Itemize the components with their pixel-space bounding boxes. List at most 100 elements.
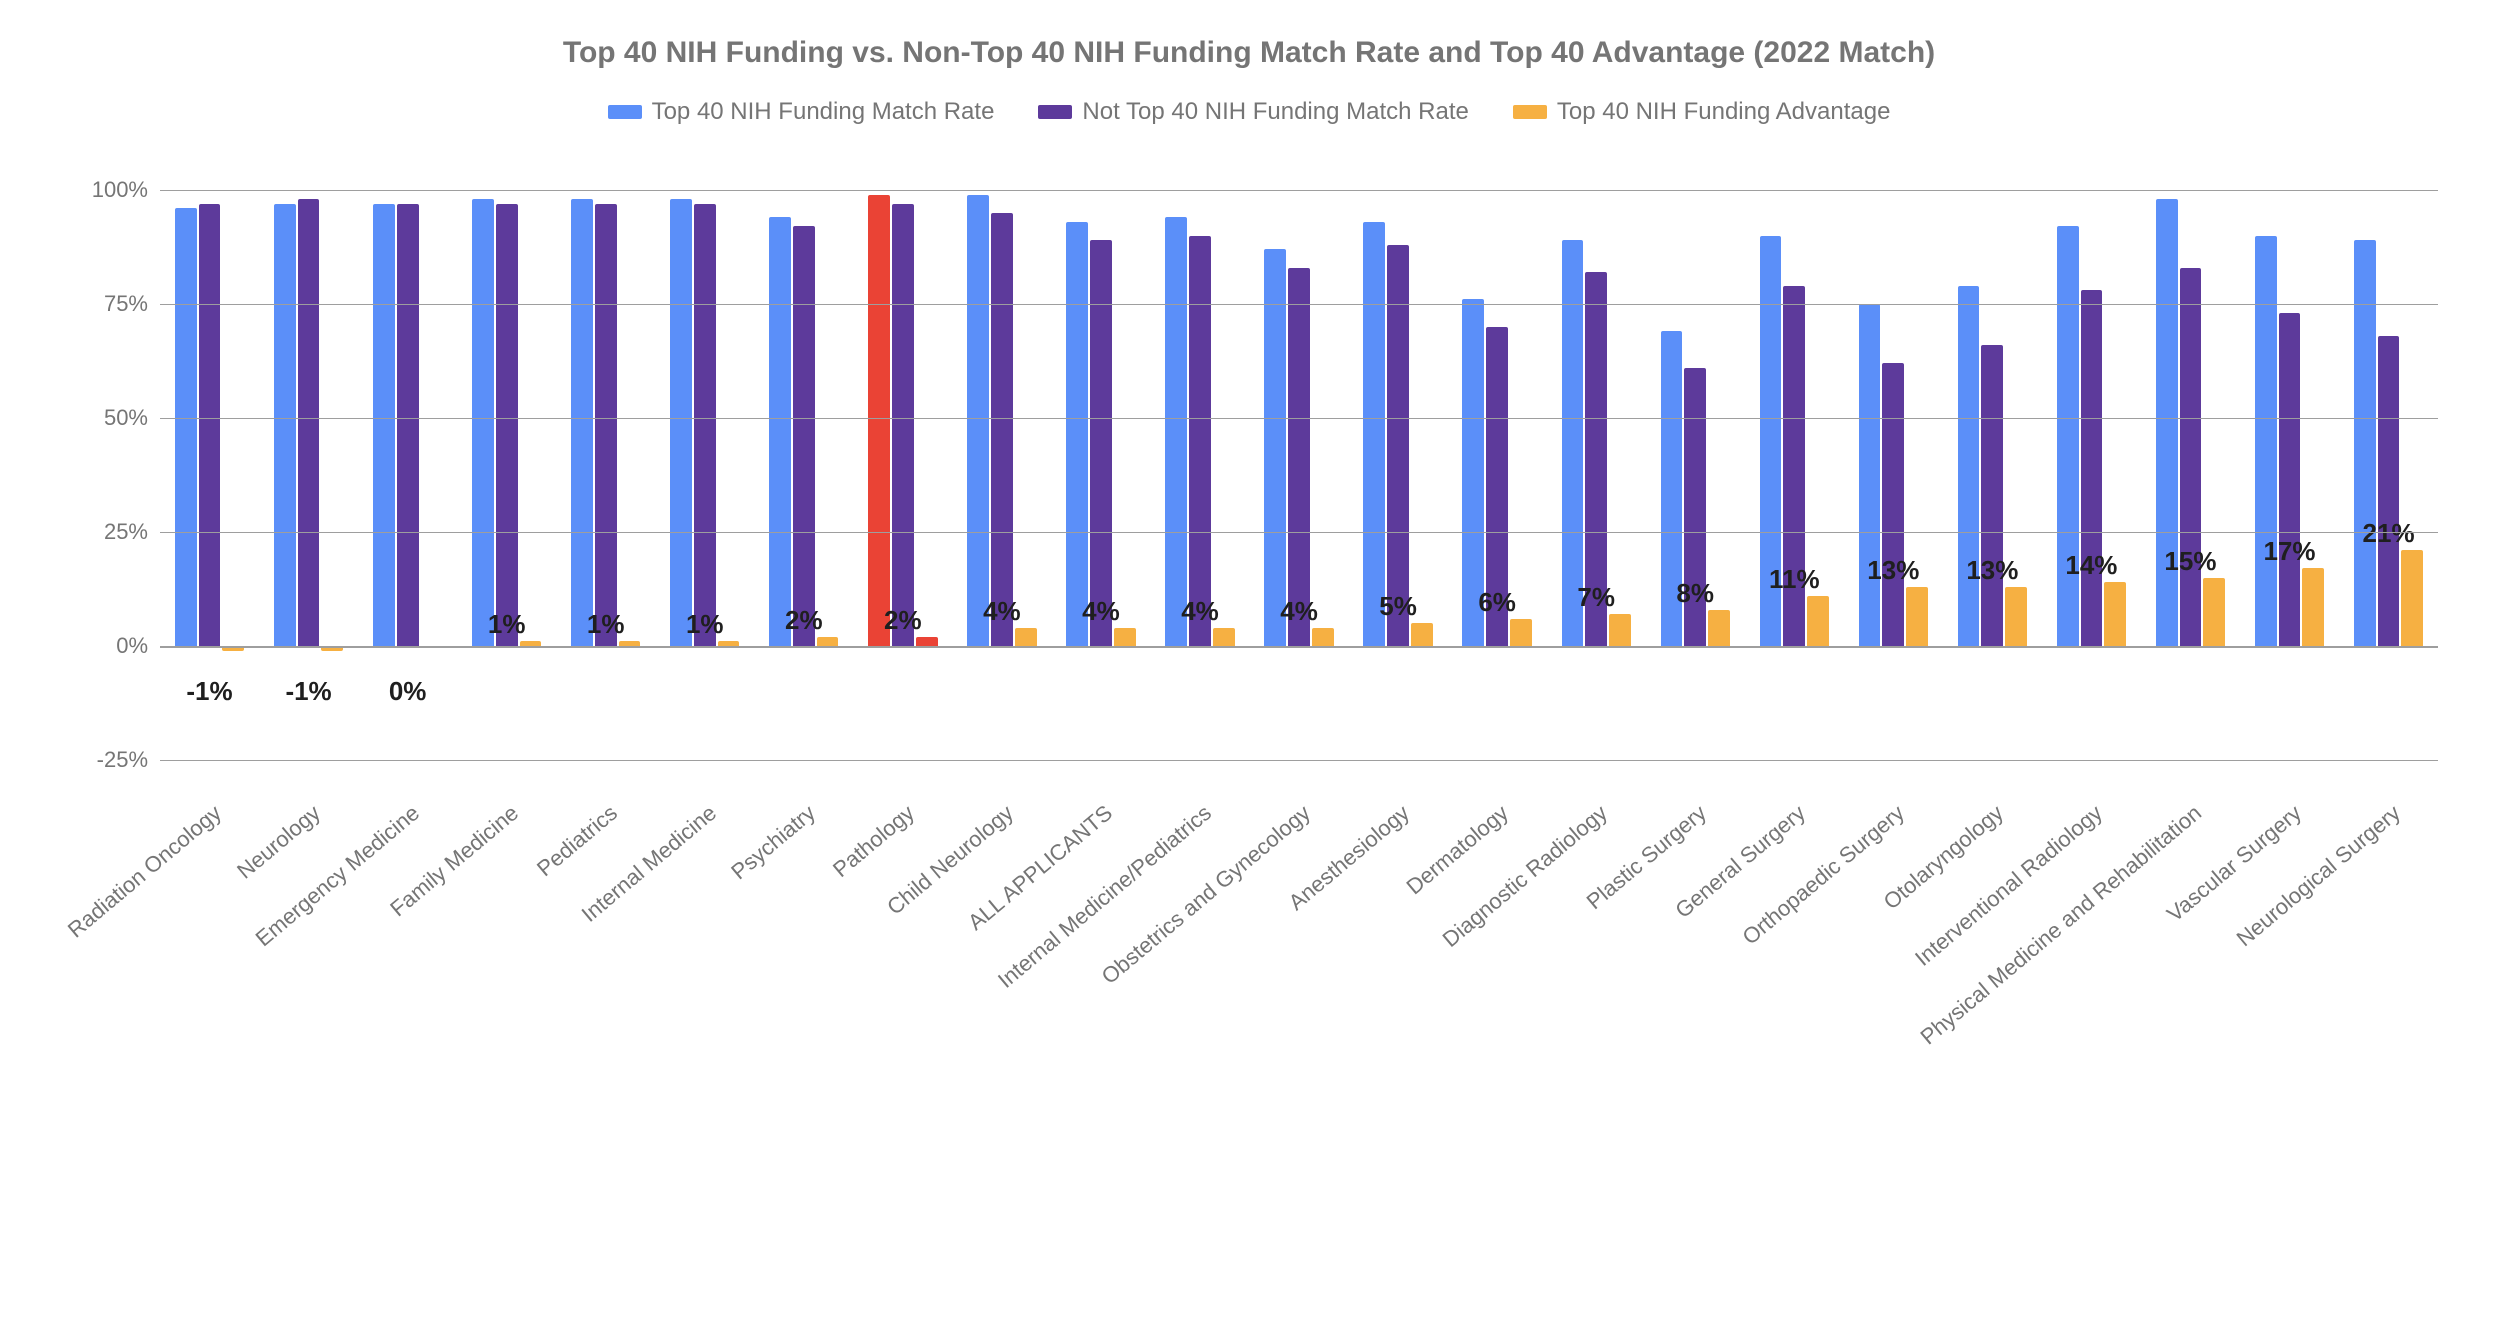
x-axis-label: Radiation Oncology	[62, 800, 226, 943]
bar-top40	[868, 195, 890, 646]
advantage-label: 6%	[1478, 587, 1516, 618]
advantage-label: 14%	[2065, 550, 2117, 581]
bar-not40	[496, 204, 518, 646]
bar-adv	[1807, 596, 1829, 646]
bar-adv	[2005, 587, 2027, 646]
bar-adv	[916, 637, 938, 646]
bar-top40	[373, 204, 395, 646]
bar-not40	[199, 204, 221, 646]
advantage-label: 8%	[1676, 578, 1714, 609]
bar-group: 15%	[2141, 190, 2240, 760]
legend-item-not40: Not Top 40 NIH Funding Match Rate	[1038, 98, 1468, 126]
bar-not40	[793, 226, 815, 646]
advantage-label: 17%	[2263, 536, 2315, 567]
advantage-label: 4%	[983, 596, 1021, 627]
bar-not40	[298, 199, 320, 646]
advantage-label: 7%	[1577, 582, 1615, 613]
bar-group: 11%	[1745, 190, 1844, 760]
advantage-label: 13%	[1867, 555, 1919, 586]
bar-top40	[769, 217, 791, 646]
advantage-label: 1%	[488, 609, 526, 640]
bar-group: 1%	[655, 190, 754, 760]
bar-top40	[571, 199, 593, 646]
advantage-label: 1%	[587, 609, 625, 640]
legend-item-adv: Top 40 NIH Funding Advantage	[1513, 98, 1891, 126]
bar-top40	[274, 204, 296, 646]
bar-top40	[967, 195, 989, 646]
nih-funding-chart: Top 40 NIH Funding vs. Non-Top 40 NIH Fu…	[0, 0, 2498, 1332]
bar-group: 4%	[1051, 190, 1150, 760]
advantage-label: 2%	[785, 605, 823, 636]
bar-adv	[2203, 578, 2225, 646]
advantage-label: 1%	[686, 609, 724, 640]
bar-top40	[670, 199, 692, 646]
bar-top40	[2354, 240, 2376, 646]
y-tick-label: 75%	[104, 291, 160, 317]
legend-item-top40: Top 40 NIH Funding Match Rate	[608, 98, 995, 126]
advantage-label: 4%	[1181, 596, 1219, 627]
bar-not40	[1981, 345, 2003, 646]
advantage-label: 4%	[1082, 596, 1120, 627]
legend-label-adv: Top 40 NIH Funding Advantage	[1557, 98, 1891, 126]
bar-top40	[2057, 226, 2079, 646]
bar-not40	[2378, 336, 2400, 646]
bar-adv	[2401, 550, 2423, 646]
advantage-label: 15%	[2164, 546, 2216, 577]
gridline	[160, 532, 2438, 533]
bar-top40	[1264, 249, 1286, 646]
plot-area: -1% -1% 0% 1% 1% 1% 2% 2% 4% 4% 4% 4% 5% 6% 7% 8% 11% 13%…	[160, 190, 2438, 760]
gridline	[160, 304, 2438, 305]
advantage-label: 11%	[1769, 564, 1820, 595]
bar-group: -1%	[259, 190, 358, 760]
legend-label-top40: Top 40 NIH Funding Match Rate	[652, 98, 995, 126]
advantage-label: -1%	[186, 676, 232, 707]
bar-top40	[1165, 217, 1187, 646]
gridline	[160, 418, 2438, 419]
bar-not40	[2279, 313, 2301, 646]
bar-adv	[2302, 568, 2324, 646]
advantage-label: 0%	[389, 676, 427, 707]
legend-label-not40: Not Top 40 NIH Funding Match Rate	[1082, 98, 1468, 126]
bar-group: 14%	[2042, 190, 2141, 760]
bar-group: 13%	[1943, 190, 2042, 760]
bar-top40	[1958, 286, 1980, 646]
advantage-label: 13%	[1966, 555, 2018, 586]
bar-group: 4%	[1250, 190, 1349, 760]
bar-adv	[1906, 587, 1928, 646]
bar-adv	[1411, 623, 1433, 646]
gridline	[160, 190, 2438, 191]
bar-group: 1%	[457, 190, 556, 760]
gridline	[160, 646, 2438, 648]
gridline	[160, 760, 2438, 761]
y-tick-label: 25%	[104, 519, 160, 545]
bar-not40	[1189, 236, 1211, 646]
x-label-slot: Neurological Surgery	[2339, 800, 2438, 1280]
bar-group: 7%	[1547, 190, 1646, 760]
bar-group: 5%	[1349, 190, 1448, 760]
bar-adv	[1510, 619, 1532, 646]
bar-group: 0%	[358, 190, 457, 760]
advantage-label: 21%	[2363, 518, 2415, 549]
bar-adv	[2104, 582, 2126, 646]
bar-top40	[175, 208, 197, 646]
bar-group: 17%	[2240, 190, 2339, 760]
bar-group: 6%	[1448, 190, 1547, 760]
y-tick-label: -25%	[97, 747, 160, 773]
bar-not40	[397, 204, 419, 646]
bar-group: 2%	[853, 190, 952, 760]
bar-not40	[1882, 363, 1904, 646]
bar-top40	[2156, 199, 2178, 646]
bar-group: 4%	[952, 190, 1051, 760]
legend-swatch-not40	[1038, 105, 1072, 119]
advantage-label: -1%	[285, 676, 331, 707]
bar-top40	[1363, 222, 1385, 646]
bar-top40	[472, 199, 494, 646]
advantage-label: 5%	[1379, 591, 1417, 622]
bar-not40	[694, 204, 716, 646]
bar-group: 2%	[754, 190, 853, 760]
y-tick-label: 50%	[104, 405, 160, 431]
bar-top40	[1066, 222, 1088, 646]
advantage-label: 2%	[884, 605, 922, 636]
bar-not40	[1288, 268, 1310, 646]
legend-swatch-top40	[608, 105, 642, 119]
